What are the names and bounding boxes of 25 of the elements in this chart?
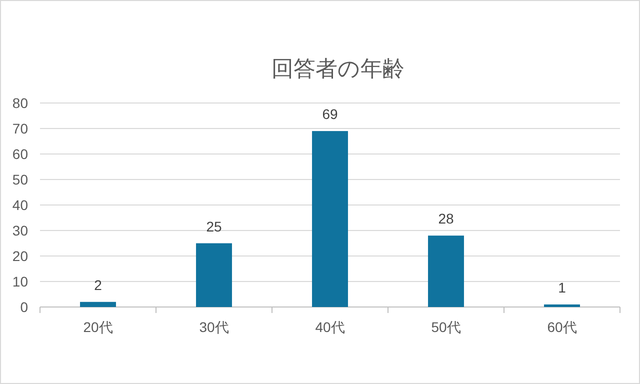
y-tick-label: 70 xyxy=(12,120,28,136)
bar xyxy=(544,304,580,307)
y-tick-label: 10 xyxy=(12,274,28,290)
y-tick-label: 0 xyxy=(20,299,28,315)
y-tick-label: 30 xyxy=(12,222,28,238)
y-tick-label: 60 xyxy=(12,146,28,162)
chart-title: 回答者の年齢 xyxy=(272,56,404,81)
bar xyxy=(312,131,348,307)
data-label: 25 xyxy=(206,218,222,234)
y-tick-label: 40 xyxy=(12,197,28,213)
data-label: 69 xyxy=(322,106,338,122)
data-label: 28 xyxy=(438,210,454,227)
x-tick-label: 50代 xyxy=(431,319,461,335)
bar xyxy=(428,236,464,307)
data-label: 1 xyxy=(558,279,566,296)
x-tick-label: 60代 xyxy=(547,319,577,335)
x-tick-label: 40代 xyxy=(315,319,345,335)
y-tick-label: 80 xyxy=(12,95,28,111)
y-tick-label: 50 xyxy=(12,172,28,188)
x-tick-label: 30代 xyxy=(199,319,229,335)
y-tick-label: 20 xyxy=(12,248,28,264)
data-label: 2 xyxy=(94,276,102,293)
bar xyxy=(196,243,232,307)
bar xyxy=(80,302,116,307)
x-tick-label: 20代 xyxy=(83,319,113,335)
